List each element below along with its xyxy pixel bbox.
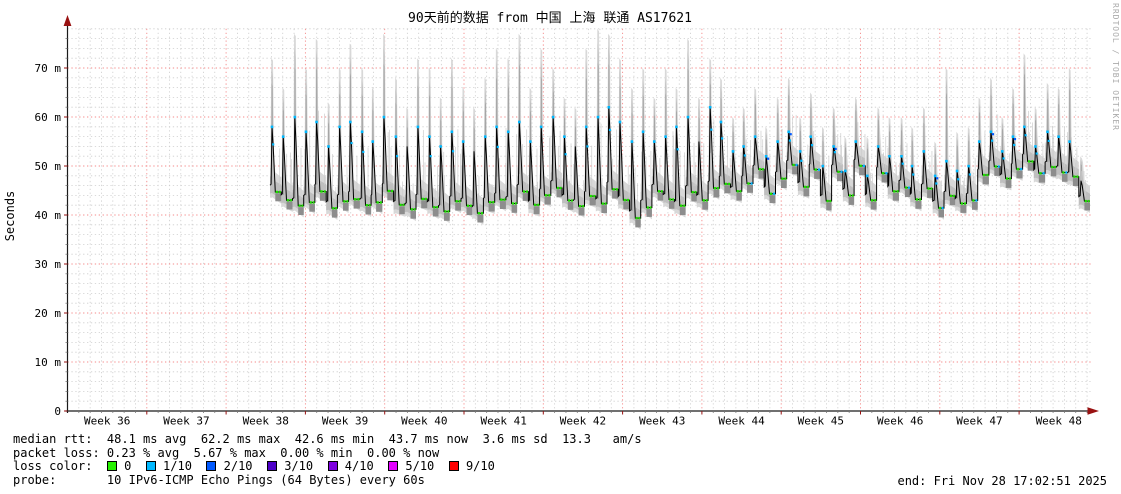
data-series xyxy=(269,28,1090,230)
x-tick-label: Week 39 xyxy=(322,415,368,428)
x-tick-label: Week 42 xyxy=(560,415,606,428)
loss-color-swatch-2-10 xyxy=(206,461,217,472)
loss-markers xyxy=(270,106,1090,220)
loss-color-swatch-4-10 xyxy=(327,461,338,472)
y-tick-label: 60 m xyxy=(35,111,62,124)
y-tick-label: 50 m xyxy=(35,160,62,173)
x-tick-label: Week 46 xyxy=(877,415,923,428)
y-tick-label: 0 xyxy=(54,405,61,418)
axes xyxy=(63,15,1099,415)
x-tick-label: Week 40 xyxy=(401,415,447,428)
packet-loss-stats: packet loss: 0.23 % avg 5.67 % max 0.00 … xyxy=(13,445,440,460)
x-tick-label: Week 36 xyxy=(84,415,130,428)
chart-title: 90天前的数据 from 中国 上海 联通 AS17621 xyxy=(408,11,692,26)
y-tick-label: 30 m xyxy=(35,258,62,271)
y-tick-label: 10 m xyxy=(35,356,62,369)
rrdtool-watermark: RRDTOOL / TOBI OETIKER xyxy=(1111,3,1120,131)
x-tick-label: Week 44 xyxy=(718,415,765,428)
loss-color-swatch-1-10 xyxy=(145,461,156,472)
x-tick-label: Week 47 xyxy=(956,415,1002,428)
x-tick-label: Week 38 xyxy=(243,415,289,428)
x-tick-label: Week 45 xyxy=(798,415,844,428)
x-tick-label: Week 43 xyxy=(639,415,685,428)
x-tick-label: Week 37 xyxy=(163,415,209,428)
loss-color-swatch-3-10 xyxy=(266,461,277,472)
loss-color-swatch-0 xyxy=(106,461,117,472)
loss-color-swatch-9-10 xyxy=(448,461,459,472)
smoke-shadow xyxy=(275,162,1090,228)
y-tick-label: 70 m xyxy=(35,62,62,75)
probe-info: probe: 10 IPv6-ICMP Echo Pings (64 Bytes… xyxy=(13,472,425,487)
grid-lines xyxy=(67,28,1091,411)
y-axis-title: Seconds xyxy=(3,190,17,242)
y-tick-label: 20 m xyxy=(35,307,62,320)
tick-labels: 0 10 m 20 m 30 m 40 m 50 m 60 m 70 m Week 36 Week… xyxy=(35,62,1082,428)
y-tick-label: 40 m xyxy=(35,209,62,222)
legend-block: median rtt: 48.1 ms avg 62.2 ms max 42.6… xyxy=(13,432,642,487)
end-timestamp: end: Fri Nov 28 17:02:51 2025 xyxy=(897,474,1107,488)
median-rtt-stats: median rtt: 48.1 ms avg 62.2 ms max 42.6… xyxy=(13,432,642,446)
loss-color-legend: loss color: 0 1/10 2/10 3/10 4/10 5/10 9… xyxy=(13,459,495,474)
loss-color-swatch-5-10 xyxy=(388,461,399,472)
x-tick-label: Week 41 xyxy=(480,415,526,428)
x-tick-label: Week 48 xyxy=(1036,415,1082,428)
